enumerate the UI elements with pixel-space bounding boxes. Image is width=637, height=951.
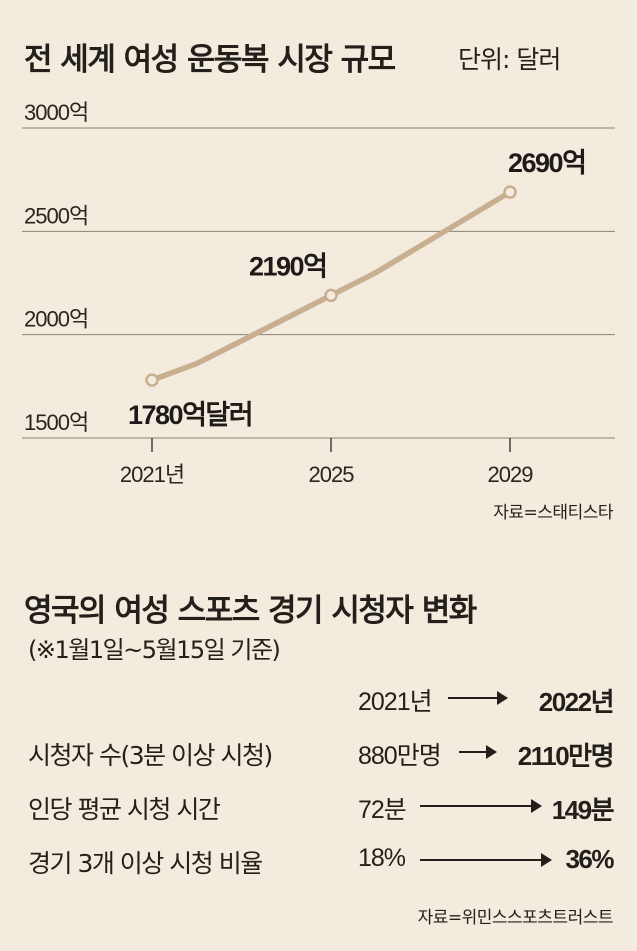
arrow-icon <box>459 746 497 757</box>
y-tick-label: 2500억 <box>24 203 88 228</box>
chart-title: 전 세계 여성 운동복 시장 규모 <box>24 42 396 78</box>
data-label: 1780억달러 <box>128 400 252 430</box>
x-tick-label: 2029 <box>488 462 534 487</box>
y-tick-labels: 1500억 2000억 2500억 3000억 <box>24 100 89 435</box>
row-from-value: 72분 <box>358 796 407 824</box>
data-label: 2690억 <box>508 148 585 178</box>
row-to-value: 36% <box>565 844 614 874</box>
x-tick-label: 2025 <box>309 462 355 487</box>
table-row: 인당 평균 시청 시간 72분 149분 <box>0 790 637 830</box>
chart-source: 자료=스태티스타 <box>493 503 613 523</box>
table-row: 시청자 수(3분 이상 시청) 880만명 2110만명 <box>0 736 637 776</box>
x-tick-label: 2021년 <box>120 462 184 487</box>
y-tick-label: 3000억 <box>24 100 88 125</box>
data-point <box>145 373 159 387</box>
x-ticks: 2021년 2025 2029 <box>120 438 534 487</box>
data-point <box>324 288 338 303</box>
header-from-year: 2021년 <box>358 688 433 716</box>
chart-unit: 단위: 달러 <box>458 45 561 74</box>
table-source: 자료=위민스스포츠트러스트 <box>417 908 614 928</box>
y-tick-label: 2000억 <box>24 307 88 332</box>
row-to-value: 149분 <box>551 795 615 825</box>
table-basis-note: (※1월1일~5월15일 기준) <box>28 636 281 664</box>
series-line <box>149 189 513 383</box>
data-labels: 1780억달러 2190억 2690억 <box>128 148 587 430</box>
row-from-value: 880만명 <box>358 742 442 770</box>
line-chart: 1500억 2000억 2500억 3000억 2021년 2025 2029 1780억… <box>22 100 615 487</box>
table-header-row: 2021년 2022년 <box>0 682 637 722</box>
arrow-icon <box>448 692 508 703</box>
header-to-year: 2022년 <box>538 687 615 717</box>
arrow-icon <box>420 854 552 865</box>
data-point <box>503 185 517 199</box>
table-title: 영국의 여성 스포츠 경기 시청자 변화 <box>24 593 477 629</box>
row-from-value: 18% <box>358 844 406 872</box>
arrow-icon <box>420 800 542 811</box>
gridlines <box>22 127 615 439</box>
markers <box>145 185 517 387</box>
row-label: 경기 3개 이상 시청 비율 <box>28 849 263 878</box>
row-to-value: 2110만명 <box>517 741 615 771</box>
y-tick-label: 1500억 <box>24 410 88 435</box>
table-row: 경기 3개 이상 시청 비율 18% 36% <box>0 844 637 884</box>
row-label: 시청자 수(3분 이상 시청) <box>28 741 273 770</box>
data-label: 2190억 <box>249 251 326 281</box>
series <box>149 189 513 383</box>
row-label: 인당 평균 시청 시간 <box>28 795 221 824</box>
